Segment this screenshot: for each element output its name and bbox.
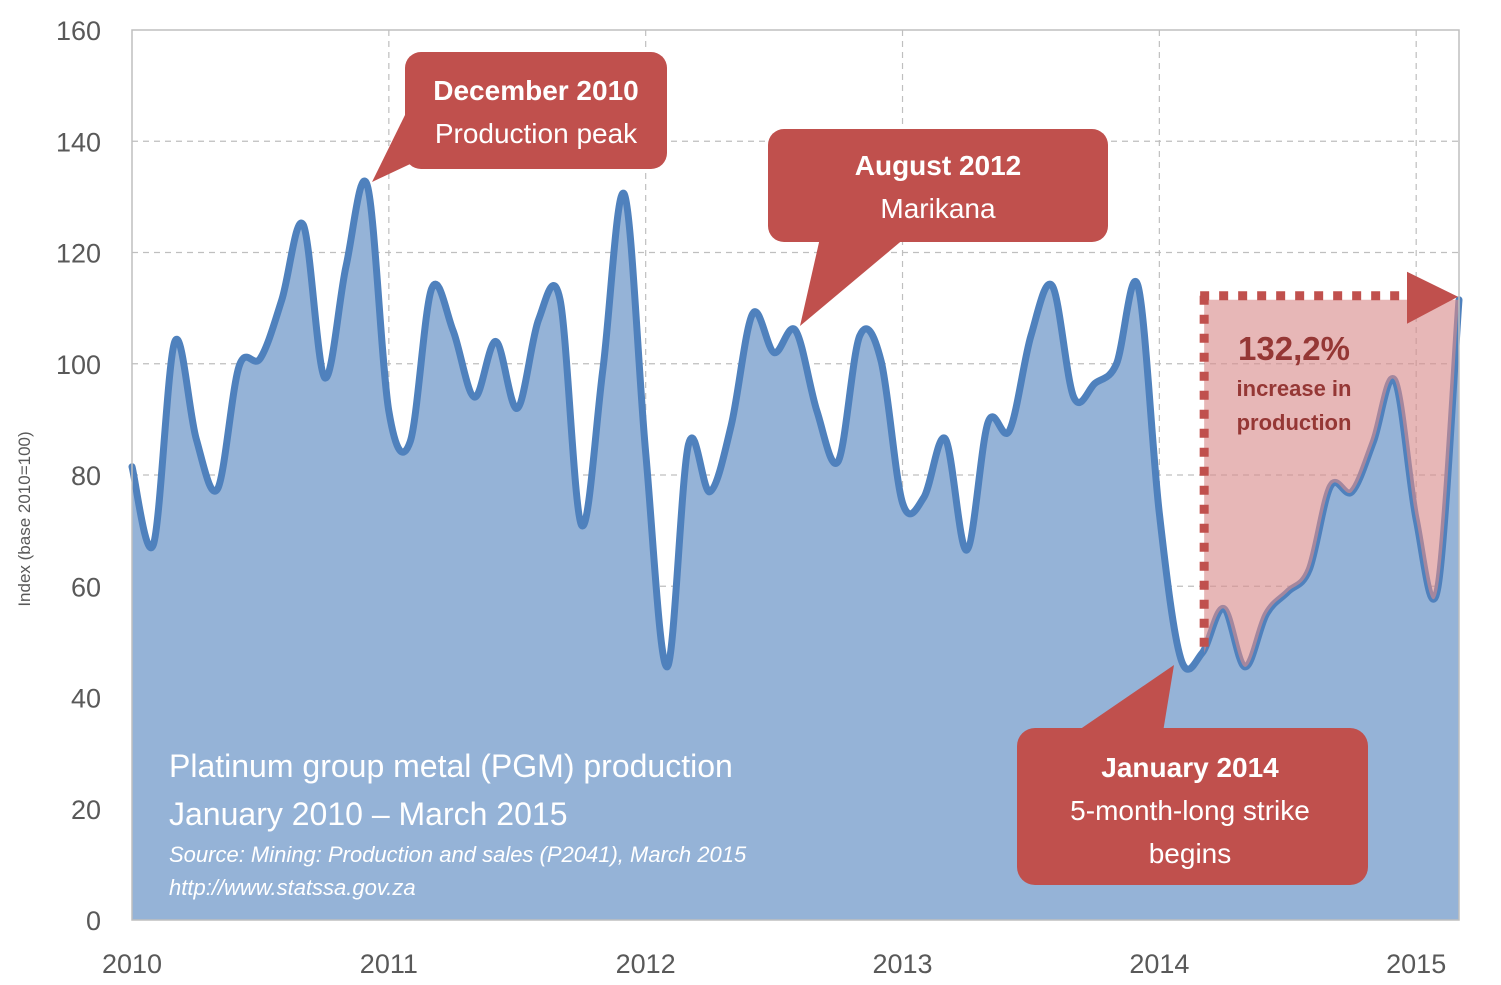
callout-title: January 2014	[1101, 752, 1279, 783]
callout-title: December 2010	[433, 75, 638, 106]
callout-title: August 2012	[855, 150, 1022, 181]
y-tick-label: 0	[86, 906, 101, 936]
data-point	[900, 500, 906, 506]
x-axis-ticks: 2010 2011 2012 2013 2014 2015	[102, 949, 1446, 979]
callout-january-2014: January 2014 5-month-long strike begins	[1017, 665, 1368, 885]
data-point	[579, 522, 585, 528]
plot-frame	[131, 29, 1460, 921]
increase-label-line-2: production	[1237, 410, 1352, 435]
data-point	[600, 366, 606, 372]
y-tick-label: 160	[56, 16, 101, 46]
y-tick-label: 40	[71, 684, 101, 714]
data-point	[1007, 428, 1013, 434]
data-point	[300, 222, 306, 228]
data-point	[557, 297, 563, 303]
x-tick-label: 2012	[616, 949, 676, 979]
data-point	[793, 327, 799, 333]
y-tick-label: 120	[56, 239, 101, 269]
callout-december-2010: December 2010 Production peak	[372, 52, 667, 182]
data-point	[1049, 283, 1055, 289]
data-point	[1178, 656, 1184, 662]
data-point	[707, 489, 713, 495]
increase-percentage: 132,2%	[1238, 330, 1350, 367]
x-tick-label: 2011	[360, 949, 418, 979]
data-point	[857, 333, 863, 339]
data-point	[942, 436, 948, 442]
chart-subtitle: January 2010 – March 2015	[169, 796, 567, 832]
callout-text: Marikana	[880, 193, 996, 224]
callout-text: Production peak	[435, 118, 638, 149]
x-tick-label: 2010	[102, 949, 162, 979]
data-point	[686, 441, 692, 447]
data-point	[814, 408, 820, 414]
x-tick-label: 2013	[872, 949, 932, 979]
chart-source: Source: Mining: Production and sales (P2…	[169, 842, 747, 867]
callout-text-line-1: 5-month-long strike	[1070, 795, 1310, 826]
y-tick-label: 140	[56, 127, 101, 157]
y-tick-label: 80	[71, 461, 101, 491]
y-tick-label: 60	[71, 572, 101, 602]
data-point	[472, 394, 478, 400]
data-point	[279, 297, 285, 303]
data-point	[1071, 394, 1077, 400]
y-tick-label: 100	[56, 350, 101, 380]
callout-august-2012: August 2012 Marikana	[768, 129, 1108, 326]
callout-box	[1017, 728, 1368, 885]
increase-arrowhead-icon	[1407, 271, 1458, 324]
chart-title: Platinum group metal (PGM) production	[169, 748, 733, 784]
data-point	[429, 286, 435, 292]
data-point	[921, 494, 927, 500]
data-point	[1135, 283, 1141, 289]
chart-source-url: http://www.statssa.gov.za	[169, 875, 416, 900]
data-point	[450, 327, 456, 333]
callout-box	[768, 129, 1108, 242]
data-point	[985, 419, 991, 425]
y-tick-label: 20	[71, 795, 101, 825]
data-point	[643, 450, 649, 456]
data-point	[193, 436, 199, 442]
data-point	[1114, 361, 1120, 367]
data-point	[750, 311, 756, 317]
data-point	[257, 355, 263, 361]
data-point	[322, 375, 328, 381]
data-point	[536, 316, 542, 322]
data-point	[1092, 380, 1098, 386]
data-point	[215, 486, 221, 492]
y-axis-label: Index (base 2010=100)	[15, 431, 34, 606]
data-point	[878, 358, 884, 364]
increase-label-line-1: increase in	[1237, 376, 1352, 401]
callout-text-line-2: begins	[1149, 838, 1232, 869]
callout-pointer	[1076, 665, 1174, 732]
data-point	[771, 350, 777, 356]
data-point	[664, 664, 670, 670]
data-point	[493, 339, 499, 345]
data-point	[835, 458, 841, 464]
x-tick-label: 2014	[1129, 949, 1189, 979]
increase-shade	[1204, 299, 1459, 667]
data-point	[621, 191, 627, 197]
data-point	[728, 422, 734, 428]
callout-box	[405, 52, 667, 169]
data-point	[964, 547, 970, 553]
x-tick-label: 2015	[1386, 949, 1446, 979]
y-axis-ticks: 0 20 40 60 80 100 120 140 160	[56, 16, 101, 936]
data-point	[364, 183, 370, 189]
data-point	[407, 439, 413, 445]
data-point	[150, 542, 156, 548]
data-point	[386, 408, 392, 414]
data-point	[1028, 333, 1034, 339]
data-point	[236, 364, 242, 370]
data-point	[343, 263, 349, 269]
data-point	[514, 405, 520, 411]
data-point	[1156, 511, 1162, 517]
callout-pointer	[800, 238, 905, 326]
data-point	[172, 339, 178, 345]
